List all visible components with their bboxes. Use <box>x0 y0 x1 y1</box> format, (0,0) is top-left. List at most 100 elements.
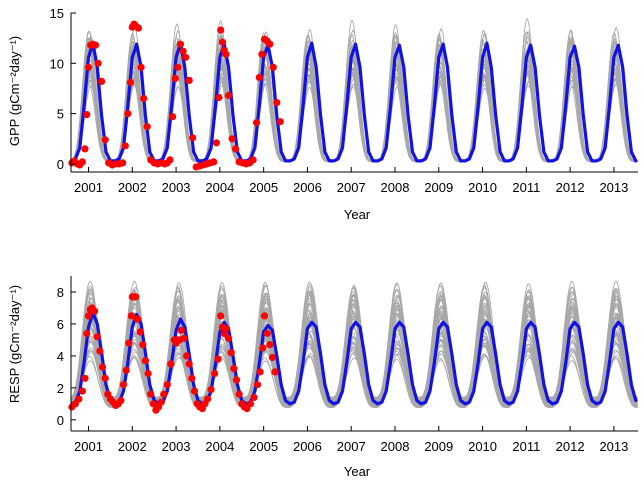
resp-observed-point <box>134 315 142 323</box>
gpp-observed-point <box>78 158 86 166</box>
resp-observed-point <box>266 341 274 349</box>
resp-y-tick-label: 6 <box>57 317 64 332</box>
resp-observed-point <box>232 376 241 384</box>
gpp-observed-point <box>222 50 230 58</box>
resp-observed-point <box>214 355 222 363</box>
resp-y-tick-label: 8 <box>57 285 64 300</box>
gpp-observed-point <box>258 50 266 58</box>
resp-observed-point <box>157 398 165 406</box>
gpp-observed-point <box>121 142 129 150</box>
gpp-observed-point <box>276 118 284 126</box>
gpp-observed-point <box>273 99 281 107</box>
resp-ensemble-lines <box>71 280 638 408</box>
resp-observed-point <box>211 369 219 378</box>
resp-observed-point <box>188 374 196 382</box>
gpp-x-tick-label: 2004 <box>205 180 234 195</box>
resp-ensemble-line <box>71 339 638 405</box>
gpp-observed-point <box>179 47 187 55</box>
resp-observed-point <box>91 307 99 315</box>
resp-observed-point <box>222 325 230 333</box>
gpp-observed-point <box>81 145 89 153</box>
gpp-x-tick-label: 2001 <box>74 180 103 195</box>
resp-x-tick-label: 2003 <box>162 439 191 454</box>
resp-y-tick-label: 4 <box>57 349 64 364</box>
gpp-x-axis-title: Year <box>344 207 371 222</box>
resp-observed-point <box>101 374 109 382</box>
gpp-y-tick-label: 10 <box>50 56 64 71</box>
resp-x-tick-label: 2012 <box>556 439 585 454</box>
resp-ensemble-line <box>71 280 638 400</box>
gpp-observed-point <box>101 136 109 144</box>
resp-observed-point <box>246 400 255 408</box>
resp-y-axis-title: RESP (gCm⁻²day⁻¹) <box>7 285 22 403</box>
resp-observed-point <box>149 400 157 408</box>
resp-x-tick-label: 2004 <box>205 439 234 454</box>
resp-observed-point <box>180 334 188 342</box>
resp-observed-point <box>253 381 262 389</box>
resp-ensemble-line <box>71 292 638 406</box>
resp-observed-point <box>83 329 91 338</box>
resp-x-tick-label: 2005 <box>249 439 278 454</box>
gpp-observed-point <box>185 76 193 84</box>
gpp-x-tick-label: 2012 <box>556 180 585 195</box>
resp-ensemble-line <box>71 280 638 401</box>
gpp-observed-point <box>218 38 227 46</box>
gpp-ensemble-lines <box>71 18 638 163</box>
gpp-observed-point <box>91 41 100 49</box>
gpp-observed-point <box>266 40 274 48</box>
resp-observed-point <box>259 344 267 352</box>
gpp-observed-point <box>182 53 190 61</box>
gpp-y-axis-title: GPP (gCm⁻²day⁻¹) <box>7 36 22 146</box>
gpp-observed-point <box>124 110 132 118</box>
gpp-observed-point <box>169 113 177 121</box>
resp-observed-point <box>230 365 238 373</box>
resp-observed-point <box>250 393 258 401</box>
gpp-x-tick-label: 2005 <box>249 180 278 195</box>
resp-observed-point <box>75 395 83 403</box>
resp-observed-point <box>147 390 155 398</box>
gpp-observed-point <box>143 123 151 131</box>
gpp-axes: 2001 2002 2003 2004 2005 2006 2007 2008 2009 2010… <box>50 6 638 195</box>
resp-observed-point <box>268 353 276 362</box>
gpp-observed-point <box>174 63 182 71</box>
gpp-observed-point <box>217 26 225 34</box>
resp-observed-points <box>68 293 279 414</box>
resp-observed-point <box>98 363 107 371</box>
resp-observed-point <box>117 397 125 405</box>
gpp-observed-point <box>189 134 197 142</box>
resp-observed-point <box>190 387 199 395</box>
resp-x-axis-title: Year <box>344 464 371 479</box>
resp-observed-point <box>93 333 101 341</box>
resp-ensemble-line <box>71 316 638 404</box>
gpp-observed-point <box>176 40 185 48</box>
resp-observed-point <box>271 368 279 376</box>
resp-observed-point <box>139 341 147 349</box>
gpp-observed-point <box>215 93 223 102</box>
resp-observed-point <box>84 312 93 320</box>
gpp-observed-point <box>126 78 135 86</box>
resp-observed-point <box>235 390 243 398</box>
gpp-observed-point <box>249 156 257 164</box>
resp-observed-point <box>136 328 144 336</box>
gpp-x-tick-label: 2013 <box>599 180 628 195</box>
gpp-observed-point <box>140 94 148 103</box>
resp-observed-point <box>227 349 235 357</box>
gpp-y-tick-label: 5 <box>57 107 64 122</box>
gpp-x-tick-label: 2003 <box>162 180 191 195</box>
resp-x-tick-label: 2009 <box>424 439 453 454</box>
resp-observed-point <box>183 352 191 360</box>
resp-observed-point <box>78 387 86 395</box>
gpp-ensemble-line <box>71 74 638 162</box>
resp-observed-point <box>122 366 130 374</box>
resp-observed-point <box>163 381 171 389</box>
resp-x-tick-label: 2007 <box>337 439 366 454</box>
resp-observed-point <box>225 334 233 342</box>
gpp-x-tick-label: 2010 <box>468 180 497 195</box>
gpp-observed-point <box>232 145 240 153</box>
gpp-observed-point <box>255 73 263 81</box>
gpp-observed-point <box>83 111 91 119</box>
gpp-observed-point <box>171 74 179 82</box>
resp-chart-panel: 2001 2002 2003 2004 2005 2006 2007 2008 2009 2010… <box>7 276 638 479</box>
resp-observed-point <box>144 369 152 378</box>
